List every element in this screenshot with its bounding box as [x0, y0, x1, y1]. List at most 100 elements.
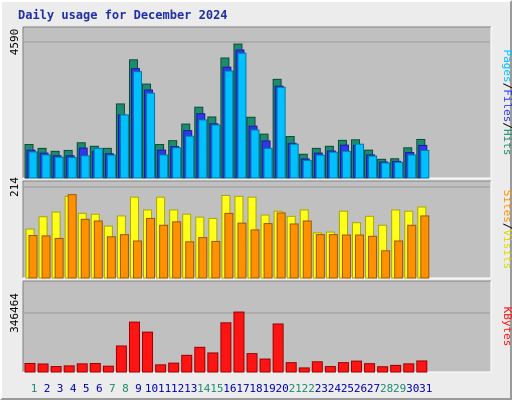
bar-sites-day-29 — [394, 240, 404, 279]
x-tick-label-day-19: 19 — [262, 382, 275, 395]
bar-sites-day-6 — [93, 220, 103, 279]
bar-pages-day-22 — [302, 160, 312, 179]
x-tick-label-day-9: 9 — [135, 382, 142, 395]
legend-separator: / — [501, 122, 512, 129]
bar-sites-day-27 — [368, 235, 378, 279]
bar-pages-day-12 — [172, 147, 182, 179]
bar-sites-day-20 — [276, 212, 286, 279]
legend-entry-sites: Sites — [501, 190, 512, 223]
bar-kbytes-day-1 — [24, 362, 36, 373]
bar-sites-day-12 — [172, 221, 182, 279]
bar-sites-day-3 — [54, 237, 64, 279]
bar-sites-day-16 — [224, 212, 234, 279]
bar-kbytes-day-22 — [298, 367, 310, 373]
x-tick-label-day-3: 3 — [57, 382, 64, 395]
x-tick-label-day-26: 26 — [354, 382, 367, 395]
bar-sites-day-9 — [132, 240, 142, 279]
bar-kbytes-day-7 — [102, 365, 114, 373]
legend: Pages/Files/Hits — [501, 50, 512, 156]
bar-sites-day-24 — [328, 234, 338, 279]
bar-pages-day-28 — [381, 162, 391, 179]
x-tick-label-day-20: 20 — [276, 382, 289, 395]
bar-kbytes-day-12 — [168, 362, 180, 373]
bar-pages-day-13 — [185, 135, 195, 179]
bar-pages-day-10 — [146, 92, 156, 179]
bar-kbytes-day-14 — [194, 346, 206, 373]
bar-kbytes-day-3 — [50, 366, 62, 373]
bar-sites-day-7 — [106, 236, 116, 279]
bar-pages-day-16 — [224, 70, 234, 179]
x-tick-label-day-16: 16 — [223, 382, 236, 395]
x-tick-label-day-18: 18 — [249, 382, 262, 395]
x-tick-label-day-11: 11 — [158, 382, 171, 395]
bar-kbytes-day-28 — [377, 366, 389, 373]
bar-kbytes-day-9 — [128, 321, 140, 373]
legend-entry-visits: Visits — [501, 230, 512, 270]
legend-entry-hits: Hits — [501, 129, 512, 156]
bar-kbytes-day-8 — [115, 345, 127, 373]
bar-sites-day-25 — [341, 234, 351, 279]
x-tick-label-day-1: 1 — [31, 382, 38, 395]
bar-kbytes-day-15 — [207, 352, 219, 373]
bar-kbytes-day-11 — [155, 364, 167, 373]
bar-kbytes-day-24 — [324, 366, 336, 373]
legend: Sites/Visits — [501, 190, 512, 270]
bar-pages-day-25 — [341, 150, 351, 179]
legend-entry-files: Files — [501, 89, 512, 122]
bar-kbytes-day-20 — [272, 323, 284, 373]
bar-pages-day-24 — [328, 151, 338, 179]
x-tick-label-day-15: 15 — [210, 382, 223, 395]
x-tick-label-day-21: 21 — [289, 382, 302, 395]
legend-entry-kbytes: KBytes — [501, 307, 512, 347]
bar-sites-day-31 — [420, 215, 430, 279]
bar-pages-day-15 — [211, 124, 221, 179]
x-tick-label-day-4: 4 — [70, 382, 77, 395]
x-tick-label-day-12: 12 — [171, 382, 184, 395]
bar-sites-day-23 — [315, 234, 325, 279]
bar-kbytes-day-4 — [63, 365, 75, 373]
x-tick-label-day-30: 30 — [406, 382, 419, 395]
x-tick-label-day-2: 2 — [44, 382, 51, 395]
x-tick-label-day-14: 14 — [197, 382, 211, 395]
bar-sites-day-4 — [67, 194, 77, 279]
bar-kbytes-day-19 — [259, 358, 271, 373]
bar-sites-day-22 — [302, 220, 312, 279]
bar-pages-day-18 — [250, 129, 260, 179]
bar-kbytes-day-16 — [220, 322, 232, 373]
bar-pages-day-27 — [368, 155, 378, 179]
x-tick-label-day-6: 6 — [96, 382, 103, 395]
x-tick-label-day-29: 29 — [393, 382, 406, 395]
bar-kbytes-day-26 — [351, 360, 362, 373]
bar-sites-day-11 — [159, 224, 169, 279]
bar-sites-day-28 — [381, 250, 391, 279]
bar-kbytes-day-17 — [233, 311, 245, 373]
x-tick-label-day-10: 10 — [145, 382, 158, 395]
bar-sites-day-5 — [80, 218, 90, 279]
bar-kbytes-day-13 — [181, 354, 193, 373]
x-tick-label-day-5: 5 — [83, 382, 90, 395]
bar-kbytes-day-10 — [142, 331, 154, 373]
bar-sites-day-15 — [211, 240, 221, 279]
bar-sites-day-21 — [289, 223, 299, 279]
bar-pages-day-17 — [237, 52, 247, 179]
bar-pages-day-11 — [159, 154, 169, 179]
bar-sites-day-26 — [355, 234, 364, 279]
x-tick-label-day-17: 17 — [236, 382, 249, 395]
bar-sites-day-19 — [263, 223, 273, 279]
y-tick-label: 214 — [8, 177, 21, 197]
y-tick-label: 346464 — [8, 293, 21, 333]
bar-kbytes-day-18 — [246, 353, 258, 373]
bar-pages-day-9 — [132, 71, 142, 179]
bar-pages-day-2 — [41, 154, 51, 179]
bar-kbytes-day-21 — [285, 362, 297, 373]
bar-sites-day-13 — [185, 241, 195, 279]
x-tick-label-day-27: 27 — [367, 382, 380, 395]
bar-pages-day-31 — [420, 149, 430, 179]
bar-sites-day-1 — [28, 234, 38, 279]
legend-separator: / — [501, 223, 512, 230]
bar-pages-day-20 — [276, 86, 286, 179]
bar-pages-day-7 — [106, 154, 116, 179]
bar-pages-day-14 — [198, 119, 208, 179]
legend-separator: / — [501, 83, 512, 90]
